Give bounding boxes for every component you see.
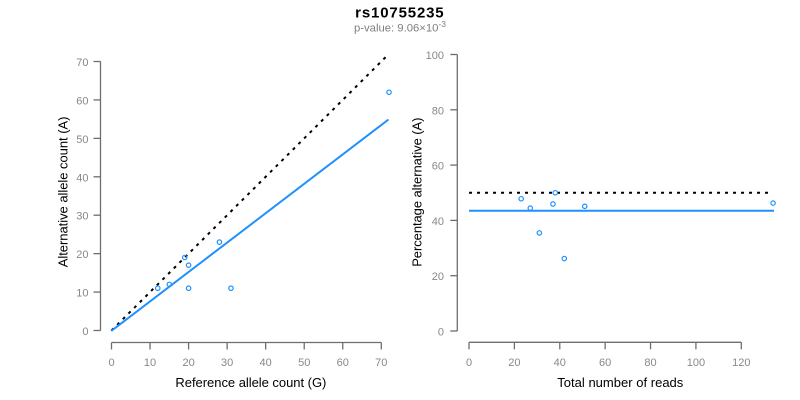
svg-text:0: 0: [466, 357, 472, 369]
svg-text:20: 20: [76, 249, 88, 261]
svg-text:80: 80: [644, 357, 656, 369]
svg-text:20: 20: [508, 357, 520, 369]
svg-text:70: 70: [375, 357, 387, 369]
svg-text:60: 60: [432, 161, 444, 173]
svg-text:40: 40: [432, 216, 444, 228]
svg-text:0: 0: [438, 327, 444, 339]
svg-text:rs10755235: rs10755235: [355, 4, 444, 21]
svg-text:100: 100: [687, 357, 705, 369]
svg-text:50: 50: [76, 134, 88, 146]
svg-text:Reference allele count (G): Reference allele count (G): [175, 375, 326, 390]
svg-text:20: 20: [432, 271, 444, 283]
svg-text:0: 0: [108, 357, 114, 369]
svg-text:120: 120: [732, 357, 750, 369]
svg-text:100: 100: [426, 50, 444, 62]
svg-text:40: 40: [76, 172, 88, 184]
svg-text:50: 50: [298, 357, 310, 369]
svg-text:70: 70: [76, 57, 88, 69]
svg-text:30: 30: [221, 357, 233, 369]
svg-text:10: 10: [76, 288, 88, 300]
svg-text:Alternative allele count (A): Alternative allele count (A): [56, 116, 71, 267]
svg-text:40: 40: [260, 357, 272, 369]
svg-text:0: 0: [82, 326, 88, 338]
svg-text:p-value: 9.06×10-3: p-value: 9.06×10-3: [354, 19, 446, 35]
svg-text:30: 30: [76, 211, 88, 223]
svg-text:10: 10: [144, 357, 156, 369]
svg-text:40: 40: [554, 357, 566, 369]
svg-text:20: 20: [182, 357, 194, 369]
svg-text:Total number of reads: Total number of reads: [557, 375, 684, 390]
svg-text:80: 80: [432, 105, 444, 117]
svg-text:60: 60: [337, 357, 349, 369]
svg-text:Percentage alternative (A): Percentage alternative (A): [410, 117, 425, 266]
svg-text:60: 60: [599, 357, 611, 369]
svg-text:60: 60: [76, 95, 88, 107]
